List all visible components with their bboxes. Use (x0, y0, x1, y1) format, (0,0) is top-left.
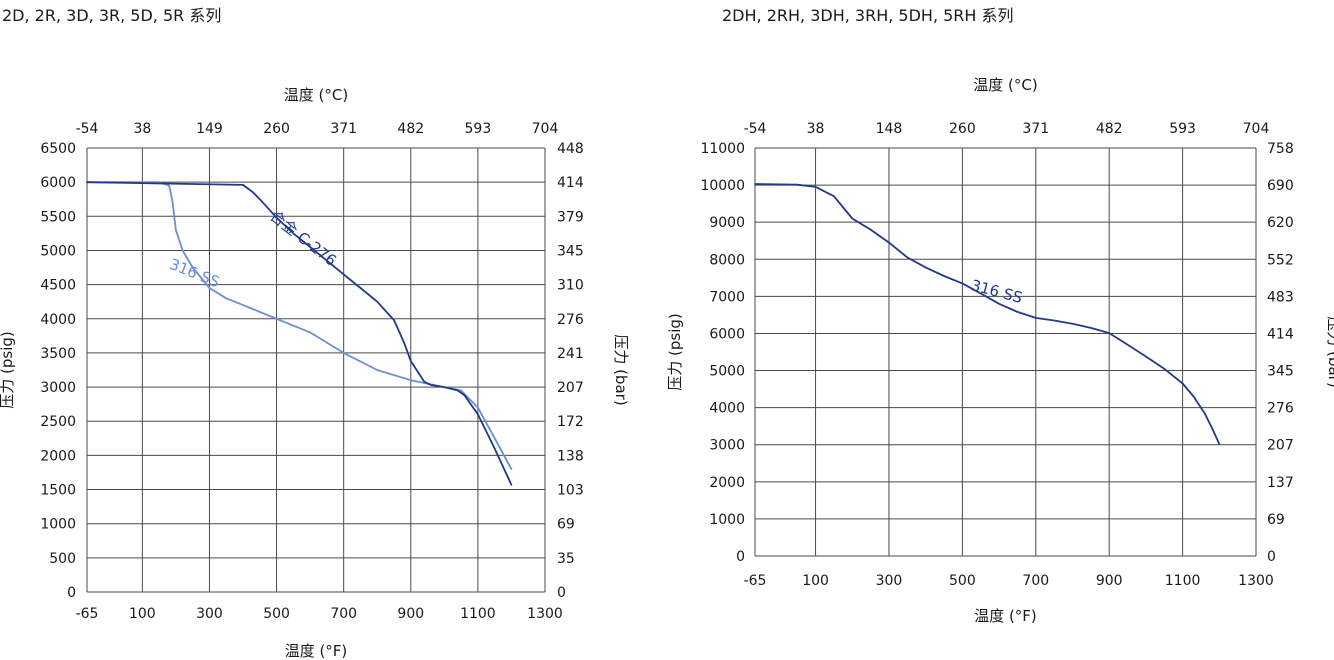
right-y-right-axis-title: 压力 (bar) (1325, 316, 1334, 387)
right-y-tick-label: 9000 (709, 215, 745, 231)
right-x-tick-label: 1300 (1238, 573, 1274, 589)
right-y-tick-label: 10000 (700, 178, 745, 194)
left-x-top-tick-label: 149 (196, 121, 223, 137)
right-y-tick-label: 7000 (709, 289, 745, 305)
right-y-tick-label: 4000 (709, 401, 745, 417)
left-y-right-tick-label: 35 (557, 551, 575, 567)
left-y-right-tick-label: 379 (557, 209, 584, 225)
right-y-tick-label: 3000 (709, 438, 745, 454)
left-y-tick-label: 500 (49, 551, 76, 567)
right-x-top-tick-label: 704 (1243, 121, 1270, 137)
left-y-right-tick-label: 310 (557, 278, 584, 294)
left-y-right-tick-label: 138 (557, 448, 584, 464)
right-y-tick-label: 5000 (709, 364, 745, 380)
right-x-top-tick-label: 260 (949, 121, 976, 137)
left-y-axis-title: 压力 (psig) (0, 331, 16, 409)
right-y-tick-label: 0 (736, 549, 745, 565)
right-x-tick-label: 1100 (1165, 573, 1201, 589)
chart-title-left: 2D, 2R, 3D, 3R, 5D, 5R 系列 (2, 6, 222, 25)
right-x-tick-label: -65 (744, 573, 767, 589)
left-y-tick-label: 2500 (40, 414, 76, 430)
right-y-right-tick-label: 345 (1267, 364, 1294, 380)
left-y-right-tick-label: 69 (557, 517, 575, 533)
right-y-right-tick-label: 414 (1267, 326, 1294, 342)
right-x-top-tick-label: 371 (1022, 121, 1049, 137)
right-x-tick-label: 300 (876, 573, 903, 589)
right-y-right-tick-label: 69 (1267, 512, 1285, 528)
right-y-right-tick-label: 483 (1267, 289, 1294, 305)
right-y-right-tick-label: 0 (1267, 549, 1276, 565)
left-y-right-tick-label: 241 (557, 346, 584, 362)
left-x-tick-label: 300 (196, 606, 223, 622)
left-x-top-tick-label: 482 (397, 121, 424, 137)
right-x-top-tick-label: -54 (744, 121, 767, 137)
left-x-axis-title: 温度 (°F) (285, 642, 348, 660)
left-y-right-tick-label: 103 (557, 483, 584, 499)
right-y-axis-title: 压力 (psig) (666, 313, 684, 391)
right-y-right-tick-label: 276 (1267, 401, 1294, 417)
left-y-tick-label: 1000 (40, 517, 76, 533)
left-y-tick-label: 3000 (40, 380, 76, 396)
right-y-right-tick-label: 552 (1267, 252, 1294, 268)
left-x-tick-label: 700 (330, 606, 357, 622)
left-x-tick-label: 100 (129, 606, 156, 622)
left-y-tick-label: 5000 (40, 243, 76, 259)
left-y-right-tick-label: 414 (557, 175, 584, 191)
left-x-top-tick-label: 260 (263, 121, 290, 137)
left-y-tick-label: 4000 (40, 312, 76, 328)
chart-title-right: 2DH, 2RH, 3DH, 3RH, 5DH, 5RH 系列 (722, 6, 1014, 25)
left-y-tick-label: 6500 (40, 141, 76, 157)
left-series-line-1 (86, 181, 513, 486)
left-y-right-tick-label: 276 (557, 312, 584, 328)
right-x-tick-label: 700 (1022, 573, 1049, 589)
left-x-top-tick-label: 704 (532, 121, 559, 137)
right-y-tick-label: 6000 (709, 326, 745, 342)
right-y-right-tick-label: 690 (1267, 178, 1294, 194)
left-x-tick-label: 500 (263, 606, 290, 622)
left-x-tick-label: -65 (76, 606, 99, 622)
left-y-tick-label: 2000 (40, 448, 76, 464)
left-series-label-0: 316 SS (167, 255, 222, 291)
right-x-tick-label: 500 (949, 573, 976, 589)
right-y-right-tick-label: 137 (1267, 475, 1294, 491)
left-x-top-tick-label: 371 (330, 121, 357, 137)
right-x-axis-title: 温度 (°F) (974, 607, 1037, 625)
left-y-right-tick-label: 345 (557, 243, 584, 259)
right-x-top-tick-label: 148 (876, 121, 903, 137)
left-y-right-axis-title: 压力 (bar) (612, 334, 630, 405)
left-x-tick-label: 1100 (460, 606, 496, 622)
right-y-tick-label: 11000 (700, 141, 745, 157)
left-x-top-tick-label: 38 (133, 121, 151, 137)
right-y-tick-label: 2000 (709, 475, 745, 491)
right-series-line-0 (754, 183, 1221, 445)
left-y-tick-label: 1500 (40, 483, 76, 499)
right-y-tick-label: 1000 (709, 512, 745, 528)
left-y-tick-label: 4500 (40, 278, 76, 294)
left-x-tick-label: 900 (397, 606, 424, 622)
right-y-right-tick-label: 620 (1267, 215, 1294, 231)
left-y-tick-label: 0 (67, 585, 76, 601)
right-x-tick-label: 900 (1096, 573, 1123, 589)
left-y-tick-label: 5500 (40, 209, 76, 225)
left-y-right-tick-label: 207 (557, 380, 584, 396)
right-x-top-tick-label: 593 (1169, 121, 1196, 137)
right-x-top-tick-label: 482 (1096, 121, 1123, 137)
left-y-right-tick-label: 0 (557, 585, 566, 601)
right-y-right-tick-label: 758 (1267, 141, 1294, 157)
left-x-top-axis-title: 温度 (°C) (284, 86, 348, 104)
right-y-right-tick-label: 207 (1267, 438, 1294, 454)
left-y-right-tick-label: 448 (557, 141, 584, 157)
left-y-right-tick-label: 172 (557, 414, 584, 430)
right-x-top-axis-title: 温度 (°C) (973, 76, 1037, 94)
right-y-tick-label: 8000 (709, 252, 745, 268)
right-x-top-tick-label: 38 (807, 121, 825, 137)
left-x-top-tick-label: 593 (465, 121, 492, 137)
left-x-tick-label: 1300 (527, 606, 563, 622)
left-y-tick-label: 3500 (40, 346, 76, 362)
left-y-tick-label: 6000 (40, 175, 76, 191)
right-x-tick-label: 100 (802, 573, 829, 589)
left-x-top-tick-label: -54 (76, 121, 99, 137)
